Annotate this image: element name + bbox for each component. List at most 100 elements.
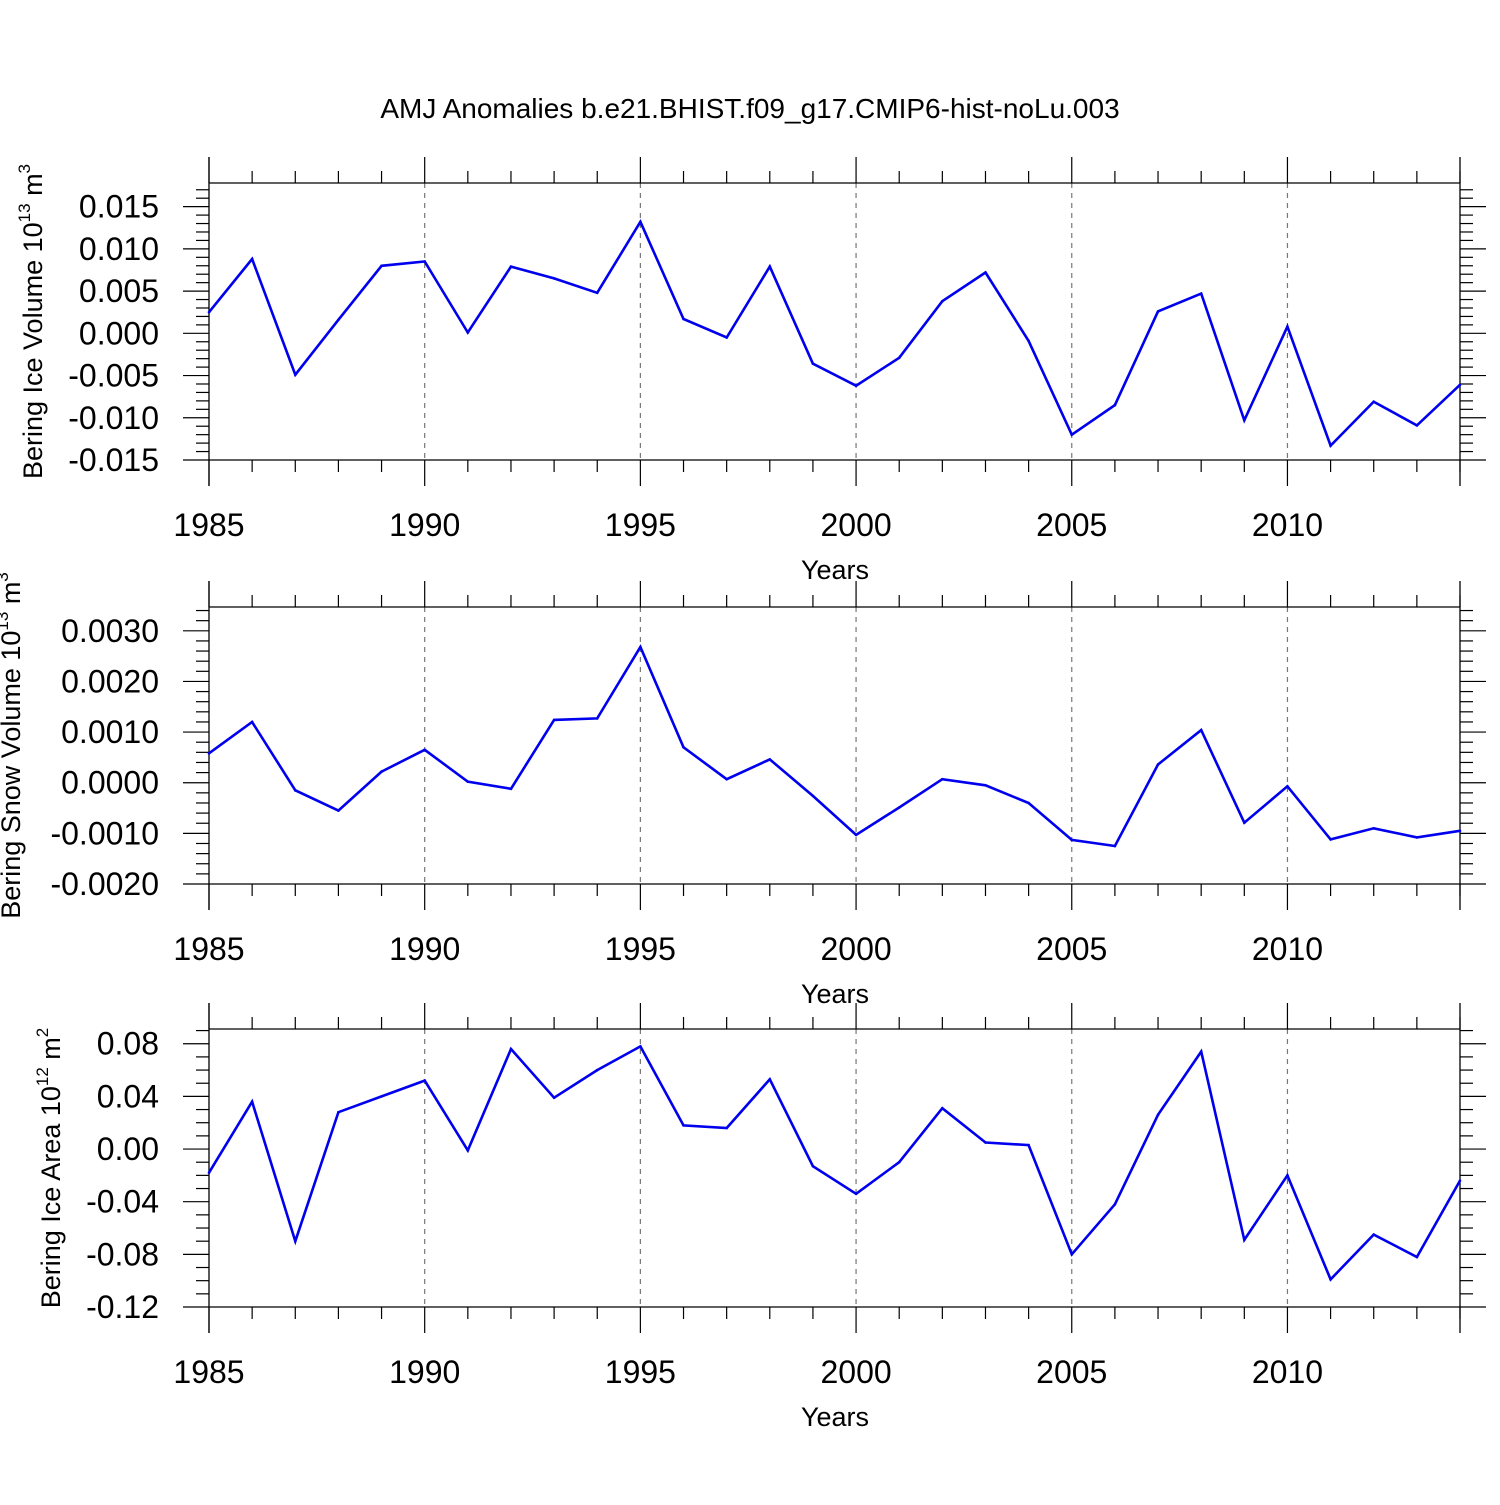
data-point: [1243, 821, 1246, 825]
y-axis-label: Bering Ice Volume 1013 m3: [15, 164, 48, 479]
x-axis-label: Years: [801, 979, 869, 1009]
data-point: [1415, 836, 1419, 839]
y-tick-label: 0.0010: [61, 714, 159, 750]
data-point: [854, 1192, 858, 1196]
data-point: [768, 758, 772, 761]
data-point: [423, 748, 426, 752]
data-point: [509, 265, 513, 268]
data-point: [380, 770, 383, 773]
data-point: [1458, 1179, 1462, 1182]
x-tick-label: 1995: [605, 931, 676, 967]
data-point: [207, 310, 211, 314]
data-point: [984, 271, 987, 274]
data-point: [250, 1100, 254, 1103]
x-axis-label: Years: [801, 555, 869, 585]
y-tick-label: 0.00: [97, 1131, 159, 1167]
data-point: [337, 809, 340, 812]
data-point: [1415, 1255, 1419, 1259]
data-point: [639, 645, 642, 649]
data-point: [380, 264, 383, 268]
data-point: [293, 1239, 297, 1243]
x-tick-label: 1990: [389, 507, 460, 543]
y-tick-label: 0.04: [97, 1078, 159, 1114]
y-tick-label: -0.010: [68, 400, 159, 436]
data-point: [725, 1126, 728, 1130]
y-tick-label: -0.08: [86, 1236, 159, 1272]
data-point: [897, 806, 901, 809]
data-point: [1243, 419, 1246, 422]
series-line: [207, 1044, 1462, 1282]
x-tick-label: 2000: [820, 507, 891, 543]
y-tick-label: -0.04: [86, 1184, 159, 1220]
y-tick-label: 0.015: [79, 189, 159, 225]
data-point: [337, 1110, 340, 1114]
data-point: [941, 777, 944, 781]
data-point: [293, 373, 297, 377]
data-point: [682, 745, 685, 749]
y-tick-label: 0.0020: [61, 663, 159, 699]
y-tick-label: 0.000: [79, 315, 159, 351]
data-point: [984, 783, 987, 787]
data-point: [1458, 829, 1462, 833]
data-point: [1113, 1203, 1117, 1206]
data-point: [639, 1045, 642, 1048]
y-axis-label: Bering Snow Volume 1013 m3: [0, 572, 26, 919]
data-point: [1286, 325, 1289, 328]
data-point: [595, 717, 599, 720]
y-tick-label: -0.005: [68, 358, 159, 394]
data-point: [1372, 826, 1376, 830]
data-point: [380, 1095, 383, 1098]
series-line: [207, 219, 1461, 448]
data-point: [1458, 383, 1462, 387]
data-point: [639, 220, 642, 224]
data-point: [768, 265, 772, 268]
data-point: [1070, 433, 1074, 436]
data-point: [337, 318, 340, 322]
y-tick-label: 0.08: [97, 1026, 159, 1062]
data-point: [1372, 1233, 1376, 1236]
x-tick-label: 2005: [1036, 1354, 1107, 1390]
y-tick-label: 0.0030: [61, 613, 159, 649]
data-point: [1027, 1143, 1030, 1147]
data-point: [1329, 444, 1332, 447]
data-point: [897, 1160, 901, 1164]
x-tick-label: 2000: [820, 1354, 891, 1390]
data-point: [1199, 1050, 1203, 1053]
chart-title: AMJ Anomalies b.e21.BHIST.f09_g17.CMIP6-…: [380, 93, 1119, 124]
data-point: [682, 317, 685, 321]
panel-1: 1985 1990 1995 2000 2005 2010 Years 0.015 0.010 0…: [15, 157, 1486, 585]
y-tick-label: -0.015: [68, 442, 159, 478]
data-point: [250, 720, 254, 724]
x-tick-label: 1995: [605, 507, 676, 543]
data-point: [897, 356, 901, 360]
x-tick-label: 1990: [389, 931, 460, 967]
data-point: [1027, 339, 1030, 343]
y-tick-label: 0.010: [79, 231, 159, 267]
y-tick-label: -0.0020: [50, 866, 159, 902]
x-axis-label: Years: [801, 1402, 869, 1432]
data-point: [293, 789, 297, 792]
x-tick-label: 2010: [1252, 1354, 1323, 1390]
data-point: [423, 1079, 426, 1082]
data-point: [854, 384, 858, 387]
data-point: [1156, 310, 1160, 313]
data-point: [984, 1141, 987, 1144]
data-point: [552, 718, 556, 722]
data-point: [811, 794, 815, 798]
data-point: [941, 299, 944, 303]
data-point: [1329, 1278, 1332, 1281]
data-point: [811, 1164, 815, 1168]
data-point: [1156, 1113, 1160, 1117]
data-point: [207, 752, 211, 755]
data-point: [552, 277, 556, 280]
x-tick-label: 2005: [1036, 931, 1107, 967]
y-tick-label: 0.0000: [61, 765, 159, 801]
x-tick-label: 1995: [605, 1354, 676, 1390]
data-point: [466, 331, 470, 334]
data-point: [466, 1149, 470, 1152]
x-tick-label: 2005: [1036, 507, 1107, 543]
data-point: [854, 833, 858, 837]
data-point: [1329, 838, 1332, 841]
